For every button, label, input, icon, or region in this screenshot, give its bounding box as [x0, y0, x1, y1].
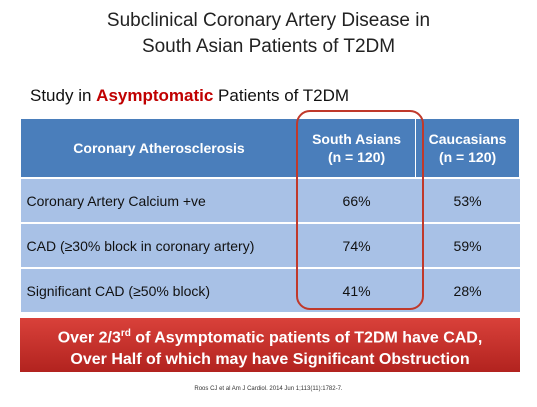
header-cell: Coronary Atherosclerosis — [20, 118, 298, 179]
subtitle-text: Patients of T2DM — [218, 86, 350, 105]
callout-sup: rd — [120, 328, 131, 339]
subtitle: Study in Asymptomatic Patients of T2DM — [30, 86, 349, 106]
table-cell: 74% — [297, 222, 416, 269]
data-table: Coronary Atherosclerosis South Asians (n =… — [20, 118, 520, 314]
subtitle-text: Study in — [30, 86, 92, 105]
callout-text: Over 2/3 — [57, 329, 121, 347]
header-cell: South Asians (n = 120) — [296, 118, 417, 179]
table-cell: 41% — [297, 267, 416, 314]
header-text: Coronary Atherosclerosis — [73, 140, 245, 156]
title-line: Subclinical Coronary Artery Disease in — [106, 10, 431, 31]
table-cell: 66% — [297, 177, 416, 224]
callout-line: Over Half of which may have Significant … — [70, 351, 470, 369]
table-row: Coronary Artery Calcium +ve 66% 53% — [20, 177, 520, 224]
header-text: (n = 120) — [327, 149, 386, 165]
header-text: South Asians — [312, 131, 402, 147]
header-text: (n = 120) — [438, 149, 497, 165]
table-row: Significant CAD (≥50% block) 41% 28% — [20, 267, 520, 314]
table-cell: 59% — [415, 222, 520, 269]
table-row: CAD (≥30% block in coronary artery) 74% 59… — [20, 222, 520, 269]
table-body: Coronary Artery Calcium +ve 66% 53% CAD (≥3… — [20, 177, 520, 314]
header-cell: Caucasians (n = 120) — [415, 118, 520, 179]
title: Subclinical Coronary Artery Disease in S… — [0, 8, 537, 60]
header-text: Caucasians — [428, 131, 507, 147]
subtitle-highlight: Asymptomatic — [96, 86, 214, 105]
footnote: Roos CJ et al Am J Cardiol. 2014 Jun 1;1… — [194, 386, 343, 392]
table-cell: CAD (≥30% block in coronary artery) — [20, 222, 298, 269]
table-cell: 28% — [415, 267, 520, 314]
table-cell: Coronary Artery Calcium +ve — [20, 177, 298, 224]
header-row: Coronary Atherosclerosis South Asians (n =… — [20, 118, 520, 179]
table-cell: 53% — [415, 177, 520, 224]
callout: Over 2/3rd of Asymptomatic patients of T… — [20, 318, 520, 372]
highlight-ring — [296, 110, 424, 310]
title-line: South Asian Patients of T2DM — [141, 36, 396, 57]
callout-line: Over 2/3rd of Asymptomatic patients of T… — [20, 323, 520, 349]
table-cell: Significant CAD (≥50% block) — [20, 267, 298, 314]
callout-text: of Asymptomatic patients of T2DM have CA… — [135, 329, 483, 347]
